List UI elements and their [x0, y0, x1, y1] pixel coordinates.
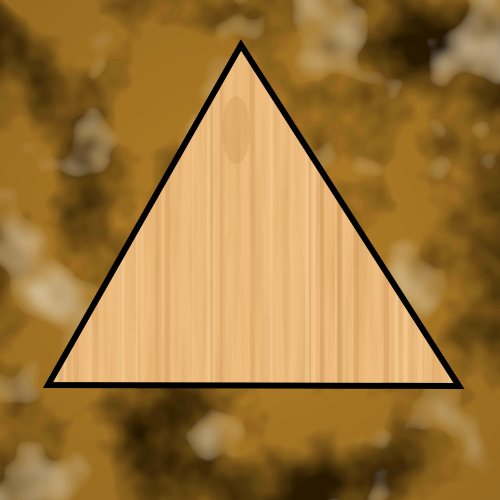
wood-grain-streak — [269, 45, 273, 386]
wood-grain-streak — [289, 45, 295, 386]
wood-grain-streak — [249, 45, 256, 386]
wood-grain-streak — [207, 45, 211, 386]
wood-grain-streak — [212, 45, 216, 386]
wood-grain-streak — [341, 45, 346, 386]
wood-grain-streak — [220, 45, 223, 386]
wood-grain-streak — [210, 45, 213, 386]
wood-grain-streak — [335, 45, 337, 386]
wood-grain-streak — [219, 45, 225, 386]
triangle-outline — [42, 39, 465, 390]
wood-grain-streak — [155, 45, 162, 386]
wood-grain-streak — [320, 45, 325, 386]
wood-grain-streak — [309, 45, 313, 386]
wood-grain-streak — [336, 45, 341, 386]
wood-grain-streak — [311, 45, 316, 386]
wood-grain-streak — [307, 45, 309, 386]
wood-grain-streak — [305, 45, 308, 386]
wood-grain-streak — [212, 45, 214, 386]
wood-knot — [222, 96, 250, 164]
wood-grain-streak — [192, 45, 194, 386]
wood-grain-streak — [164, 45, 171, 386]
wood-grain-streak — [158, 45, 162, 386]
wood-grain-streak — [338, 45, 343, 386]
